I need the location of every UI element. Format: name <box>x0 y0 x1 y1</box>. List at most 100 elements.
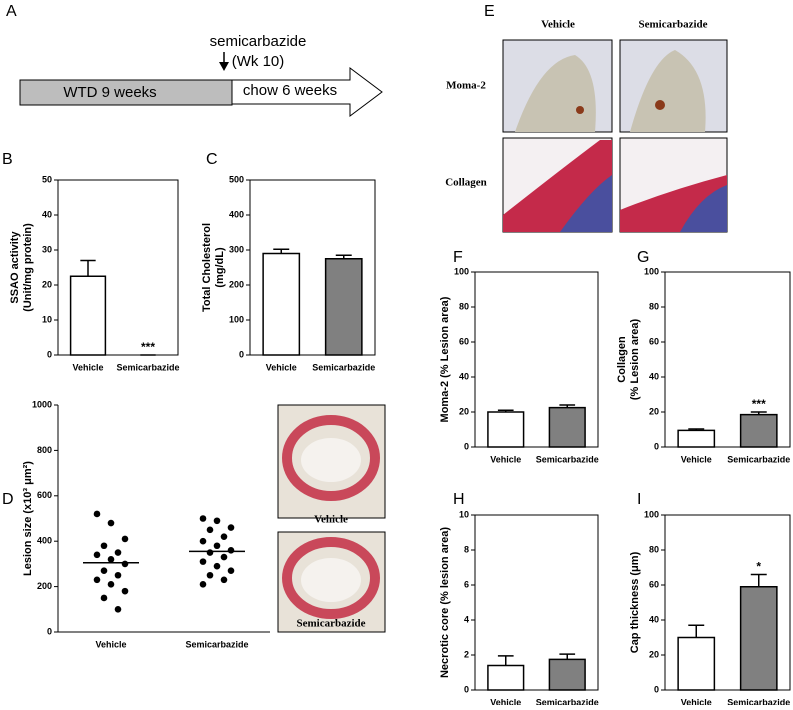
y-tick-label: 20 <box>42 279 52 289</box>
panel-letter: D <box>2 491 14 508</box>
phase-arrow <box>222 67 383 117</box>
y-tick-label: 60 <box>649 336 659 346</box>
x-tick-label: Vehicle <box>72 362 103 372</box>
y-tick-label: 10 <box>42 314 52 324</box>
y-tick-label: 200 <box>37 581 52 591</box>
y-tick-label: 0 <box>654 684 659 694</box>
bar <box>677 636 716 691</box>
panel-letter: E <box>484 3 495 20</box>
plot-frame <box>57 179 179 356</box>
y-tick-label: 500 <box>229 174 244 184</box>
plot-frame <box>474 514 599 691</box>
y-axis-label: Moma-2 (% Lesion area) <box>439 296 451 422</box>
phase-label: chow 6 weeks <box>243 82 337 99</box>
data-point <box>213 562 221 570</box>
data-point <box>227 546 235 554</box>
panel-letter: H <box>453 491 465 508</box>
error-bar <box>750 573 767 587</box>
error-bar <box>80 259 96 277</box>
bar <box>69 275 107 356</box>
y-tick-label: 6 <box>464 579 469 589</box>
x-tick-label: Semicarbazide <box>727 697 790 705</box>
data-point <box>121 587 129 595</box>
x-tick-label: Vehicle <box>490 697 521 705</box>
y-axis-label: Cap thickness (μm) <box>629 551 641 653</box>
panel-letter: F <box>453 249 463 266</box>
column-label: Semicarbazide <box>638 19 707 31</box>
y-tick-label: 40 <box>459 371 469 381</box>
error-bar <box>688 624 705 638</box>
y-axis-label: Necrotic core (% lesion area) <box>439 527 451 678</box>
histology-image <box>502 39 613 133</box>
column-label: Vehicle <box>541 19 575 31</box>
data-point <box>107 581 115 588</box>
data-point <box>199 537 207 545</box>
data-point <box>213 542 221 550</box>
histology-image <box>619 39 728 133</box>
y-tick-label: 40 <box>649 614 659 624</box>
image-caption: Semicarbazide <box>296 618 365 630</box>
x-tick-label: Semicarbazide <box>312 362 375 372</box>
marker-label: (Wk 10) <box>232 53 285 70</box>
y-tick-label: 0 <box>464 441 469 451</box>
y-tick-label: 100 <box>644 266 659 276</box>
y-tick-label: 400 <box>229 209 244 219</box>
data-point <box>213 517 221 525</box>
panel-letter: C <box>206 151 218 168</box>
y-tick-label: 20 <box>459 406 469 416</box>
y-tick-label: 100 <box>229 314 244 324</box>
y-axis-label: Total Cholesterol <box>201 223 213 312</box>
x-tick-label: Vehicle <box>490 454 521 464</box>
y-tick-label: 20 <box>649 406 659 416</box>
y-axis-label: (mg/dL) <box>214 247 226 288</box>
y-tick-label: 600 <box>37 490 52 500</box>
row-label: Moma-2 <box>446 80 486 92</box>
data-point <box>93 576 101 584</box>
data-point <box>121 560 129 568</box>
data-point <box>107 519 115 527</box>
data-point <box>220 533 228 540</box>
y-tick-label: 40 <box>649 371 659 381</box>
y-tick-label: 0 <box>47 349 52 359</box>
x-tick-label: Vehicle <box>681 454 712 464</box>
y-axis-label: (% Lesion area) <box>629 319 641 401</box>
histology-image <box>502 137 613 233</box>
marker-label: semicarbazide <box>210 33 307 50</box>
data-point <box>206 571 214 579</box>
y-tick-label: 60 <box>459 336 469 346</box>
y-tick-label: 800 <box>37 445 52 455</box>
error-bar <box>497 655 514 666</box>
y-tick-label: 10 <box>459 509 469 519</box>
data-point <box>93 510 101 518</box>
bar <box>548 406 586 448</box>
data-point <box>107 556 115 563</box>
histology-image <box>619 137 728 233</box>
y-tick-label: 100 <box>454 266 469 276</box>
y-tick-label: 4 <box>464 614 469 624</box>
row-label: Collagen <box>445 177 487 189</box>
y-tick-label: 50 <box>42 174 52 184</box>
significance-label: * <box>756 560 761 574</box>
y-tick-label: 300 <box>229 244 244 254</box>
y-tick-label: 80 <box>459 301 469 311</box>
x-tick-label: Semicarbazide <box>536 697 599 705</box>
y-tick-label: 0 <box>47 626 52 636</box>
y-tick-label: 80 <box>649 301 659 311</box>
data-point <box>220 553 228 561</box>
y-tick-label: 80 <box>649 544 659 554</box>
x-tick-label: Semicarbazide <box>116 362 179 372</box>
y-axis-label: Lesion size (x10³ μm²) <box>22 461 34 576</box>
y-axis-label: (Unit/mg protein) <box>22 223 34 312</box>
y-tick-label: 8 <box>464 544 469 554</box>
histology-image: Vehicle <box>277 404 386 526</box>
data-point <box>114 606 122 613</box>
y-tick-label: 1000 <box>32 399 52 409</box>
image-caption: Vehicle <box>314 514 348 526</box>
y-axis-label: SSAO activity <box>9 231 21 304</box>
data-point <box>206 549 214 556</box>
x-tick-label: Semicarbazide <box>185 639 248 649</box>
data-point <box>199 558 207 565</box>
y-axis-label: Collagen <box>616 336 628 383</box>
data-point <box>220 576 228 584</box>
